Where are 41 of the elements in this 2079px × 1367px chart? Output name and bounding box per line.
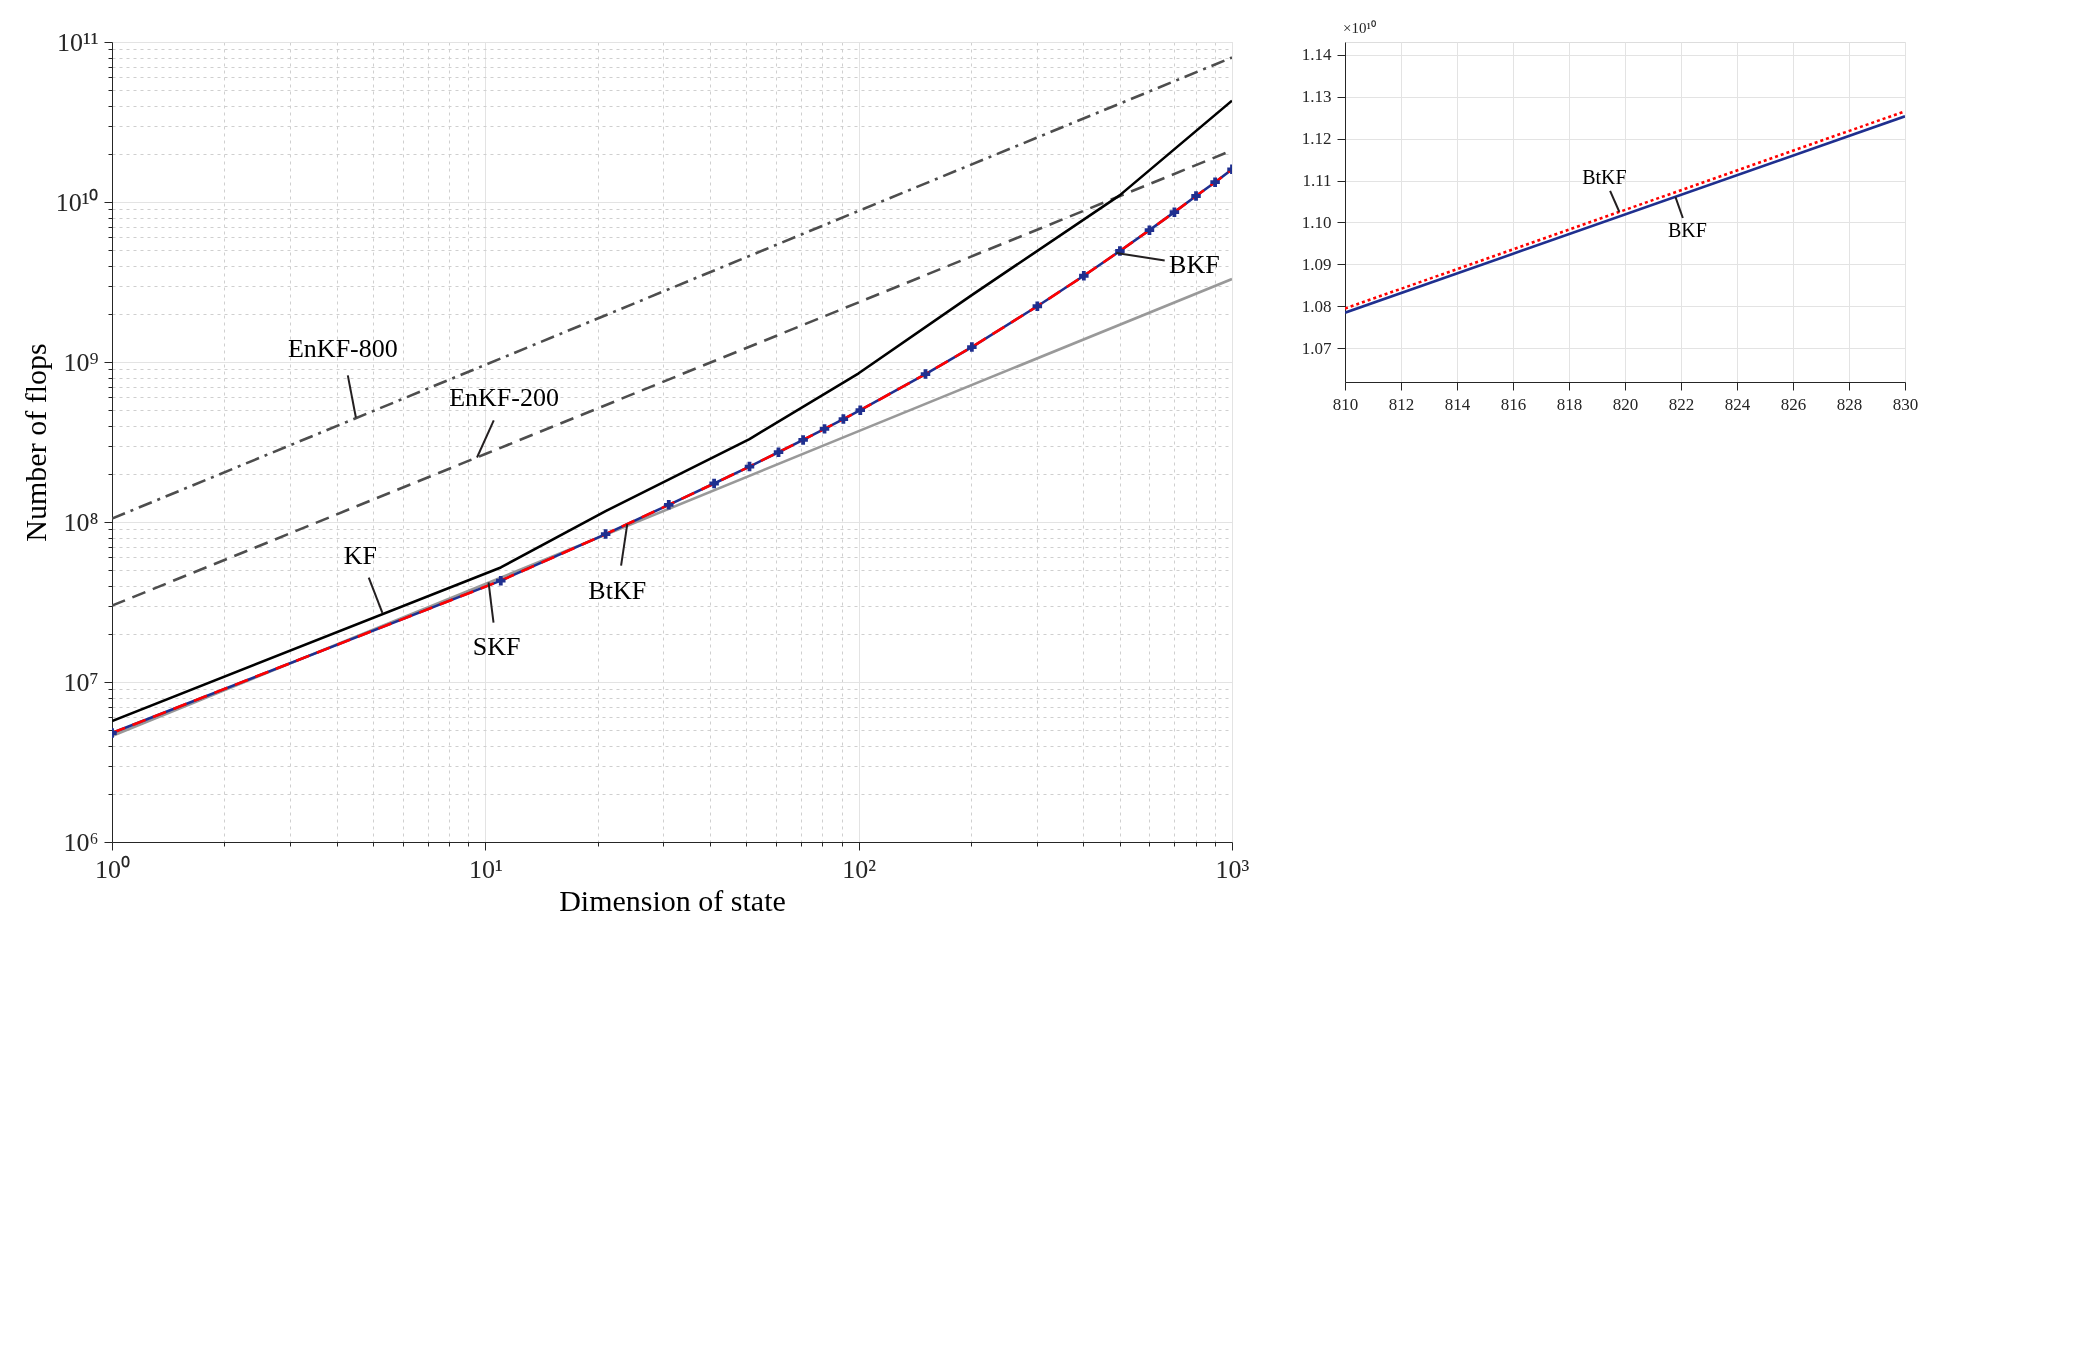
line-series <box>112 56 1232 520</box>
y-tick-label: 1.14 <box>1301 45 1332 65</box>
x-tick-label: 824 <box>1724 394 1751 414</box>
x-tick-label: 828 <box>1836 394 1863 414</box>
y-tick-label: 10⁸ <box>63 507 99 537</box>
y-tick-label: 1.11 <box>1302 171 1332 191</box>
x-tick-label: 826 <box>1780 394 1807 414</box>
x-tick-label: 822 <box>1668 394 1695 414</box>
x-tick-label: 10¹ <box>468 854 503 884</box>
y-tick-label: 1.10 <box>1301 212 1332 232</box>
y-tick-label: 10⁶ <box>63 827 99 857</box>
y-tick-label: 1.09 <box>1301 254 1332 274</box>
x-tick-label: 816 <box>1500 394 1527 414</box>
x-tick-label: 820 <box>1612 394 1639 414</box>
x-axis-title: Dimension of state <box>559 883 786 917</box>
y-tick-label: 1.07 <box>1301 338 1332 358</box>
annotation: BtKF <box>1582 166 1627 188</box>
y-tick-label: 10¹⁰ <box>55 187 99 217</box>
annotation: BtKF <box>588 576 647 606</box>
x-tick-label: 810 <box>1332 394 1359 414</box>
y-tick-label: 1.13 <box>1301 87 1332 107</box>
annotation: BKF <box>1169 250 1220 279</box>
y-tick-label: 1.08 <box>1301 296 1332 316</box>
x-tick-label: 814 <box>1444 394 1471 414</box>
x-tick-label: 10⁰ <box>95 854 130 884</box>
y-tick-label: 10⁹ <box>63 347 99 377</box>
annotation: BKF <box>1667 218 1707 241</box>
y-tick-label: 10¹¹ <box>56 27 99 57</box>
annotation: KF <box>343 540 378 570</box>
x-tick-label: 10³ <box>1215 854 1250 884</box>
x-tick-label: 812 <box>1388 394 1415 414</box>
x-tick-label: 830 <box>1892 394 1919 414</box>
y-tick-label: 1.12 <box>1301 129 1332 149</box>
y-axis-title: Number of flops <box>18 343 52 542</box>
x-tick-label: 818 <box>1556 394 1583 414</box>
annotation: EnKF-200 <box>449 382 559 412</box>
y-tick-label: 10⁷ <box>63 667 99 697</box>
annotation: EnKF-800 <box>287 334 398 364</box>
annotation: SKF <box>472 632 521 662</box>
x-tick-label: 10² <box>842 854 877 884</box>
text: ×10¹⁰ <box>1343 20 1376 36</box>
